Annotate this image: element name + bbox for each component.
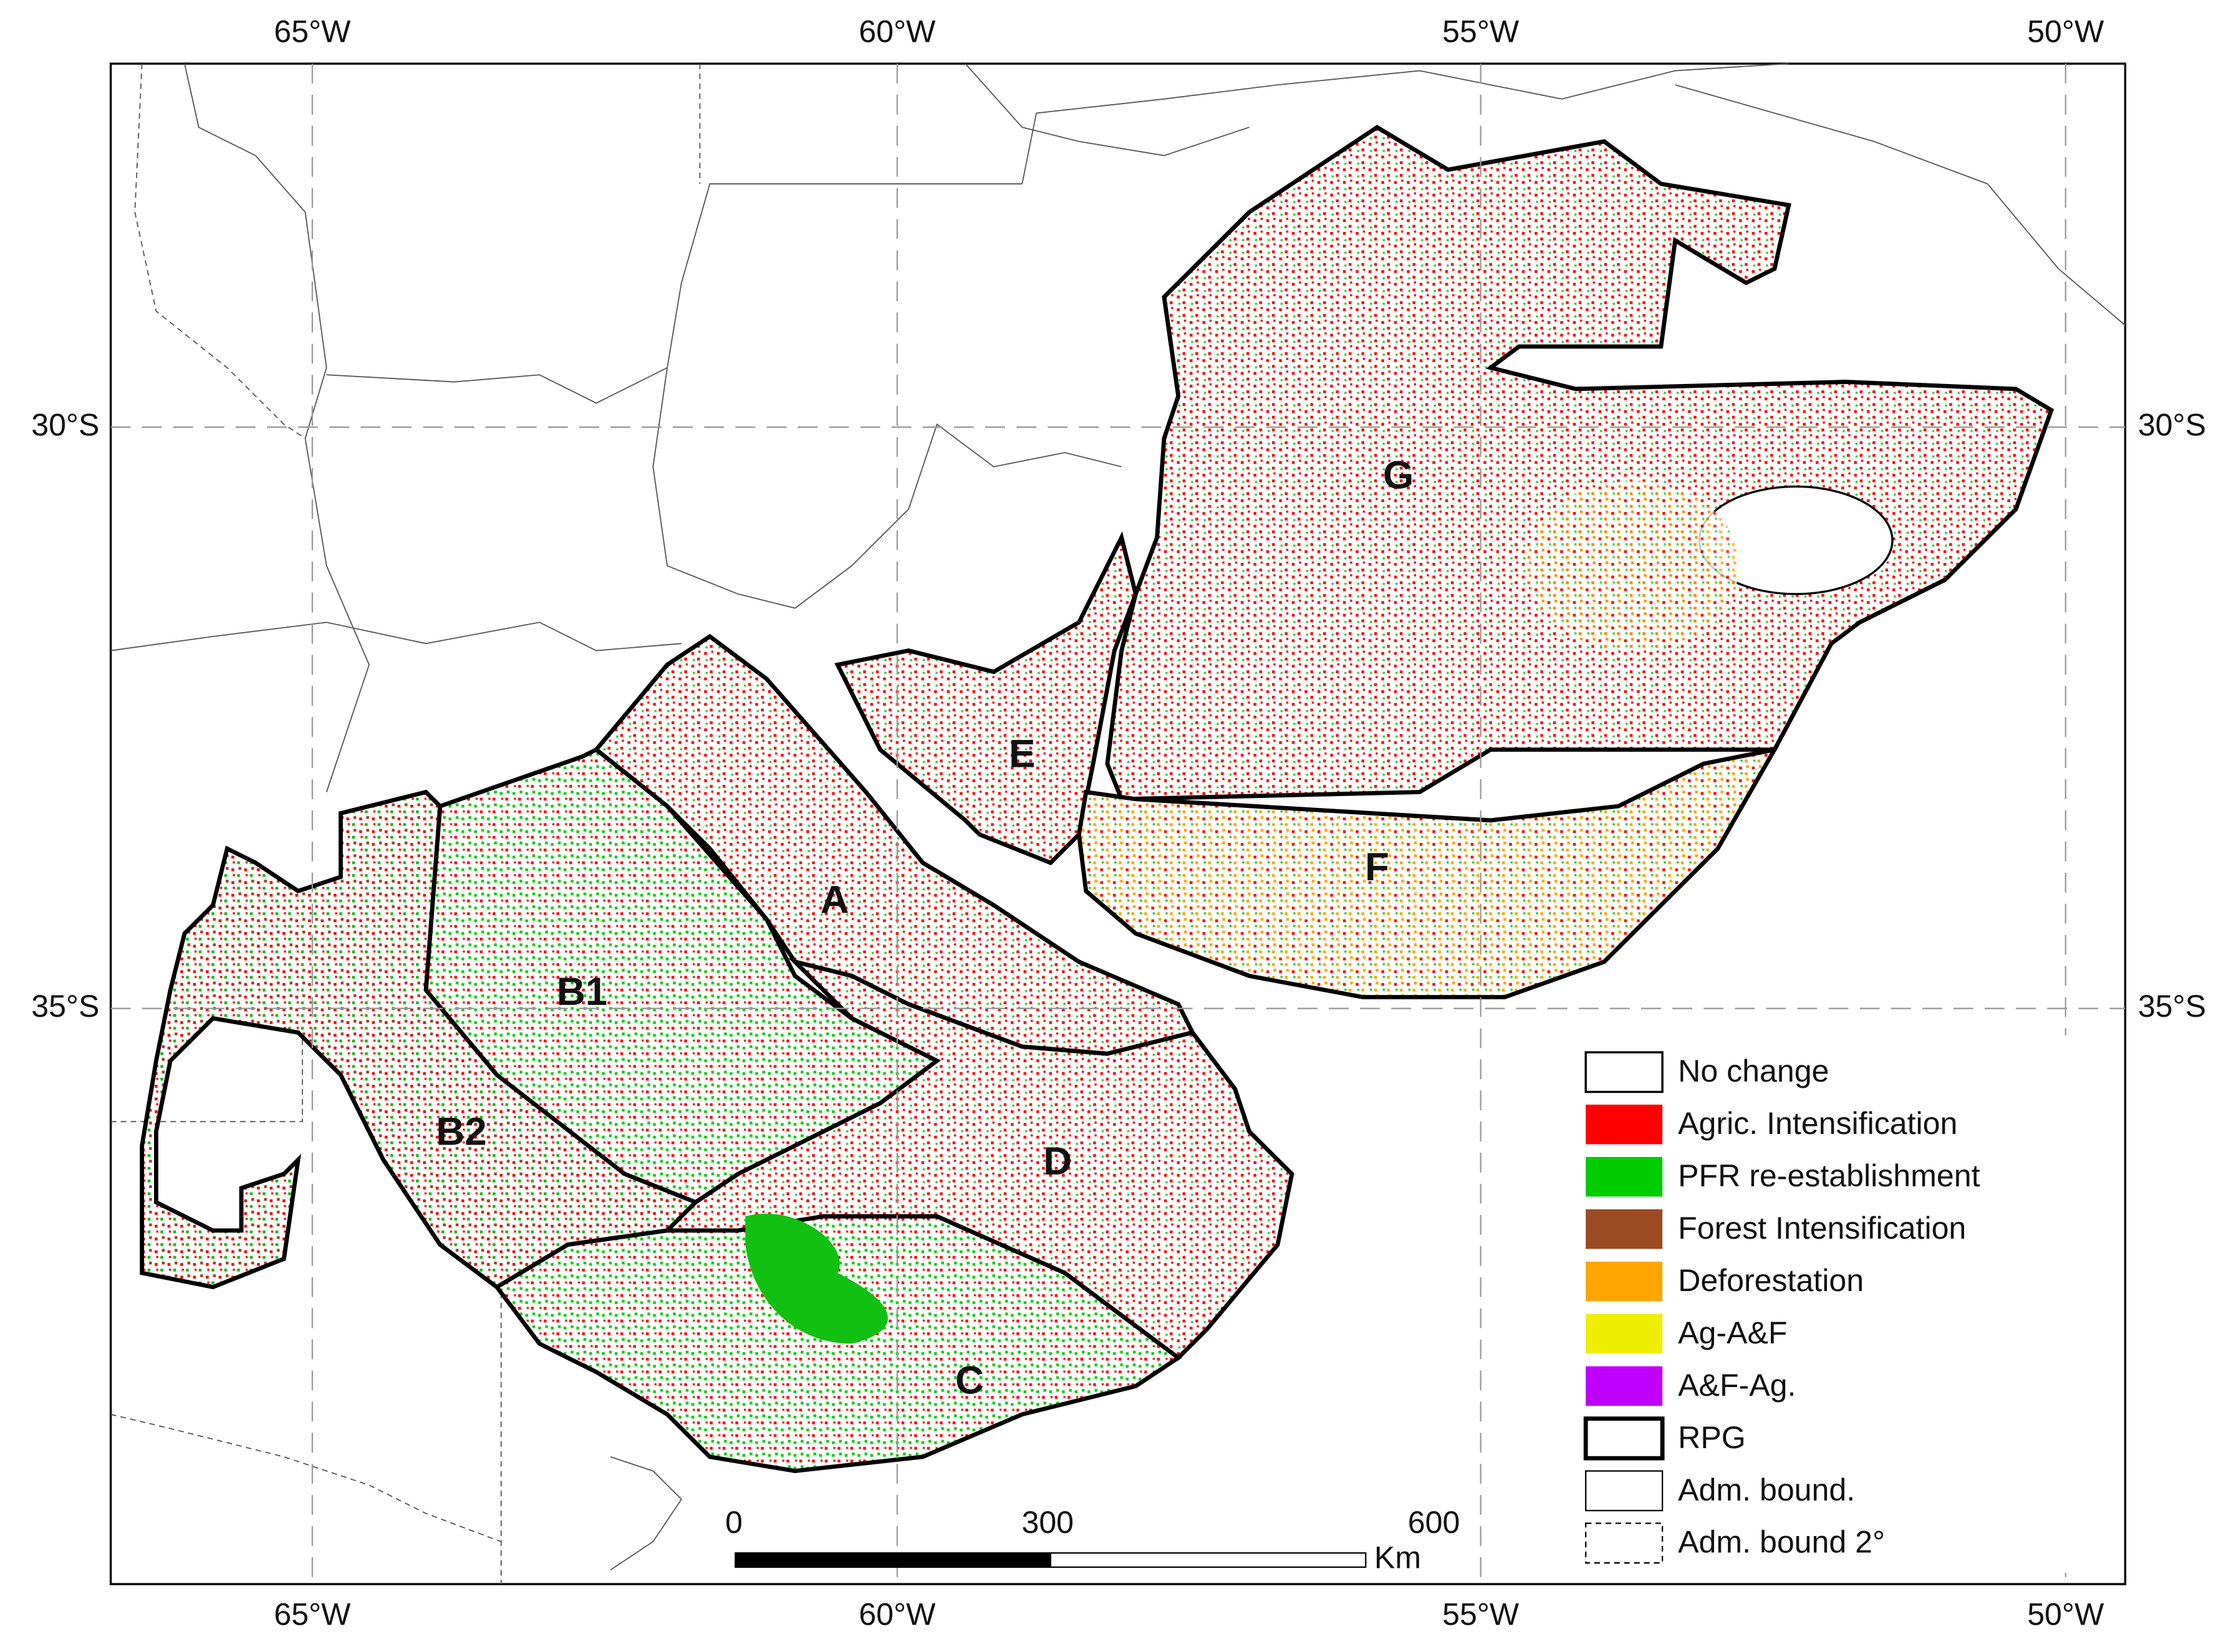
legend-label: Deforestation	[1678, 1263, 1864, 1298]
legend-swatch	[1585, 1522, 1664, 1564]
legend-swatch	[1586, 1104, 1663, 1145]
scale-label: 0	[725, 1505, 743, 1540]
legend-label: PFR re-establishment	[1678, 1158, 1980, 1193]
legend-label: Adm. bound 2°	[1678, 1525, 1885, 1560]
latitude-label: 35°S	[31, 989, 99, 1024]
latitude-label: 35°S	[2138, 989, 2206, 1024]
legend-label: Ag-A&F	[1678, 1315, 1787, 1350]
legend-swatch	[1586, 1313, 1663, 1354]
longitude-label: 55°W	[1442, 14, 1520, 49]
legend-swatch	[1585, 1470, 1664, 1512]
longitude-label: 55°W	[1442, 1597, 1520, 1632]
region-label: B2	[436, 1109, 486, 1153]
legend-label: Agric. Intensification	[1678, 1106, 1957, 1141]
map-frame	[109, 62, 2127, 1585]
pfr-patch	[745, 1213, 889, 1344]
legend-label: RPG	[1678, 1420, 1746, 1455]
legend-swatch	[1586, 1261, 1663, 1302]
region-e	[834, 531, 1138, 865]
region-label: B1	[557, 969, 607, 1014]
region-f	[1076, 746, 1779, 999]
region-label: G	[1383, 453, 1414, 497]
region-b2	[140, 789, 700, 1290]
scale-unit: Km	[1374, 1540, 1421, 1575]
legend-swatch	[1583, 1416, 1665, 1461]
legend-label: No change	[1678, 1054, 1829, 1088]
legend-swatch	[1586, 1366, 1663, 1406]
region-label: D	[1043, 1139, 1072, 1183]
scale-bar-black	[735, 1552, 1051, 1568]
longitude-label: 60°W	[859, 14, 936, 49]
legend-label: Adm. bound.	[1678, 1472, 1855, 1507]
scale-bar-white	[1049, 1552, 1367, 1568]
legend-swatch	[1584, 1051, 1664, 1093]
longitude-label: 50°W	[2027, 1597, 2104, 1632]
region-labels: G E F A B1 B2 D C	[436, 453, 1414, 1403]
deforestation-zone	[1526, 481, 1740, 651]
region-label: C	[955, 1358, 984, 1403]
region-label: F	[1365, 845, 1389, 889]
region-g	[1105, 125, 2055, 802]
region-label: A	[821, 877, 849, 921]
scale-label: 600	[1408, 1505, 1460, 1540]
legend-label: Forest Intensification	[1678, 1211, 1966, 1246]
legend-swatch	[1586, 1156, 1663, 1197]
longitude-label: 65°W	[274, 14, 351, 49]
region-c	[493, 1214, 1182, 1474]
region-label: E	[1009, 732, 1036, 776]
latitude-label: 30°S	[2138, 407, 2206, 442]
graticule: 65°W 65°W 60°W 60°W 55°W 55°W 50°W 50°W 30°S 30°S…	[31, 14, 2206, 1632]
scale-label: 300	[1021, 1505, 1074, 1540]
legend-swatch	[1586, 1209, 1663, 1249]
longitude-label: 60°W	[859, 1597, 936, 1632]
latitude-label: 30°S	[31, 407, 99, 442]
longitude-label: 50°W	[2027, 14, 2104, 49]
legend-label: A&F-Ag.	[1678, 1368, 1796, 1403]
longitude-label: 65°W	[274, 1597, 351, 1632]
legend: No change Agric. Intensification PFR re-es…	[1573, 1035, 2084, 1573]
